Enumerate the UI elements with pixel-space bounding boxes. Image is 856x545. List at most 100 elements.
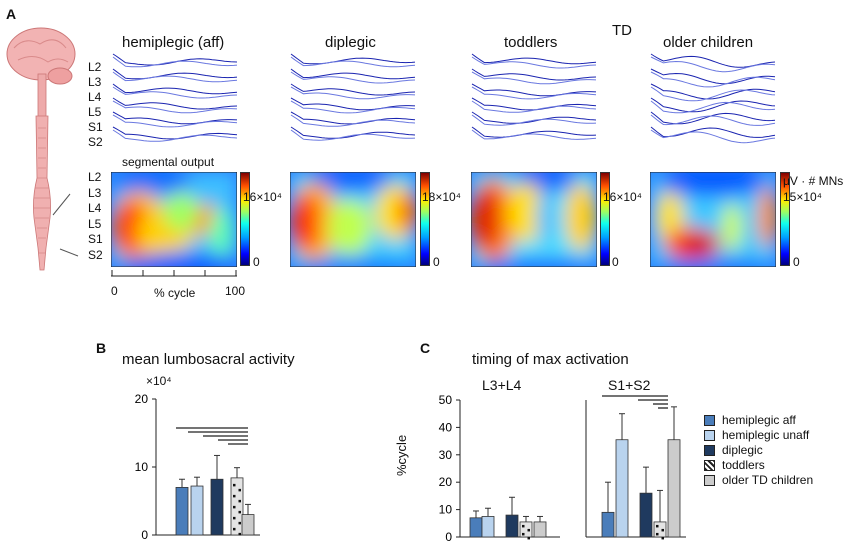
segment-label: L5 [88,216,102,231]
colorbar-min: 0 [433,255,440,269]
emg-trace [471,56,597,69]
segment-label: L2 [88,60,102,74]
colorbar-min: 0 [253,255,260,269]
segment-label: S2 [88,247,103,262]
bar-pattern-dot [238,499,241,503]
emg-trace [290,56,416,68]
emg-trace [112,56,238,68]
legend-label: hemiplegic unaff [722,428,810,442]
colorbar-older-children [780,172,790,266]
emg-trace [112,129,238,142]
colorbar-max-diplegic: 18×10⁴ [422,190,461,204]
bar-pattern-dot [238,488,241,492]
bar-pattern-dot [656,532,659,536]
y-tick-label: 30 [439,448,453,462]
emg-trace [650,68,776,85]
emg-trace [650,129,776,144]
emg-trace [290,83,416,96]
emg-trace [650,86,776,102]
bar-older-TD-children [241,514,255,536]
heatmap-diplegic [290,172,416,267]
colorbar-max-toddlers: 16×10⁴ [603,190,642,204]
legend-item-toddlers: toddlers [704,458,765,472]
emg-trace [471,97,597,111]
segment-label: L3 [88,75,102,89]
emg-trace [471,114,597,126]
td-label: TD [612,22,632,39]
emg-trace [650,114,776,126]
bar-pattern-dot [238,521,241,525]
segment-label: S1 [88,120,103,134]
emg-trace [471,86,597,100]
segment-label: L4 [88,90,102,104]
heatmap-toddlers [471,172,597,267]
emg-trace [290,111,416,125]
cycle-axis-max: 100 [225,284,246,298]
bar-pattern-dot [233,505,236,509]
bar-pattern-dot [233,527,236,531]
emg-trace [471,83,597,97]
emg-traces [112,53,776,144]
emg-trace [112,97,238,110]
panel-b-letter: B [96,340,107,356]
y-tick-label: 50 [439,393,453,407]
emg-trace [471,68,597,81]
panel-c-title: timing of max activation [472,351,629,368]
emg-trace [471,53,597,65]
emg-trace [112,100,238,114]
emg-trace [112,71,238,83]
emg-trace [290,129,416,141]
panel-c-ylabel: %cycle [394,434,409,476]
bar-diplegic [210,478,224,536]
segment-label: L5 [88,105,102,119]
colorbar-min: 0 [793,255,800,269]
segment-label: S1 [88,232,103,246]
group-label-l3l4: L3+L4 [482,377,522,393]
heatmap-hemiplegic [111,172,237,267]
emg-trace [290,86,416,100]
bar-hemiplegic-aff [601,511,615,538]
emg-trace [290,114,416,127]
emg-trace [471,129,597,140]
y-tick-label: 20 [135,392,149,406]
segment-label: L2 [88,170,102,184]
cycle-axis-min: 0 [111,284,118,298]
panel-a-letter: A [6,6,17,22]
group-label-s1s2: S1+S2 [608,377,651,393]
y-tick-label: 0 [445,530,452,542]
bar-pattern-dot [233,516,236,520]
y-tick-label: 20 [439,475,453,489]
emg-trace [471,71,597,85]
emg-trace [471,111,597,124]
bar-hemiplegic-aff [175,487,189,536]
emg-trace [650,83,776,100]
legend-item-hemiplegic-unaff: hemiplegic unaff [704,428,809,442]
trace-segment-labels: L2 L3 L4 L5 S1 S2 [88,60,103,150]
bar-pattern-dot [238,532,241,536]
bar-diplegic [505,514,519,538]
colorbar-max-hemiplegic: 16×10⁴ [243,190,282,204]
column-title-diplegic: diplegic [325,34,376,51]
column-title-older-children: older children [663,34,754,51]
emg-trace [290,126,416,139]
bar-pattern-dot [233,483,236,487]
legend-item-diplegic: diplegic [704,443,763,457]
bar-hemiplegic-aff [469,517,483,538]
y-tick-label: 40 [439,420,453,434]
panel-c-chart: 0 10 20 30 40 50 [439,393,686,542]
y-tick-label: 10 [439,503,453,517]
emg-trace [650,56,776,73]
bar-older-TD-children [533,521,547,538]
segmental-output-label: segmental output [122,155,215,169]
bar-hemiplegic-unaff [615,439,629,538]
emg-trace [112,68,238,80]
bar-pattern-dot [522,532,525,536]
emg-trace [290,100,416,114]
emg-trace [112,114,238,128]
bar-pattern-dot [522,524,525,528]
bar-pattern-dot [527,528,530,532]
legend-swatch [704,444,715,456]
y-tick-label: 10 [135,460,149,474]
legend-item-older-td: older TD children [704,473,813,487]
segment-label: L4 [88,201,102,215]
